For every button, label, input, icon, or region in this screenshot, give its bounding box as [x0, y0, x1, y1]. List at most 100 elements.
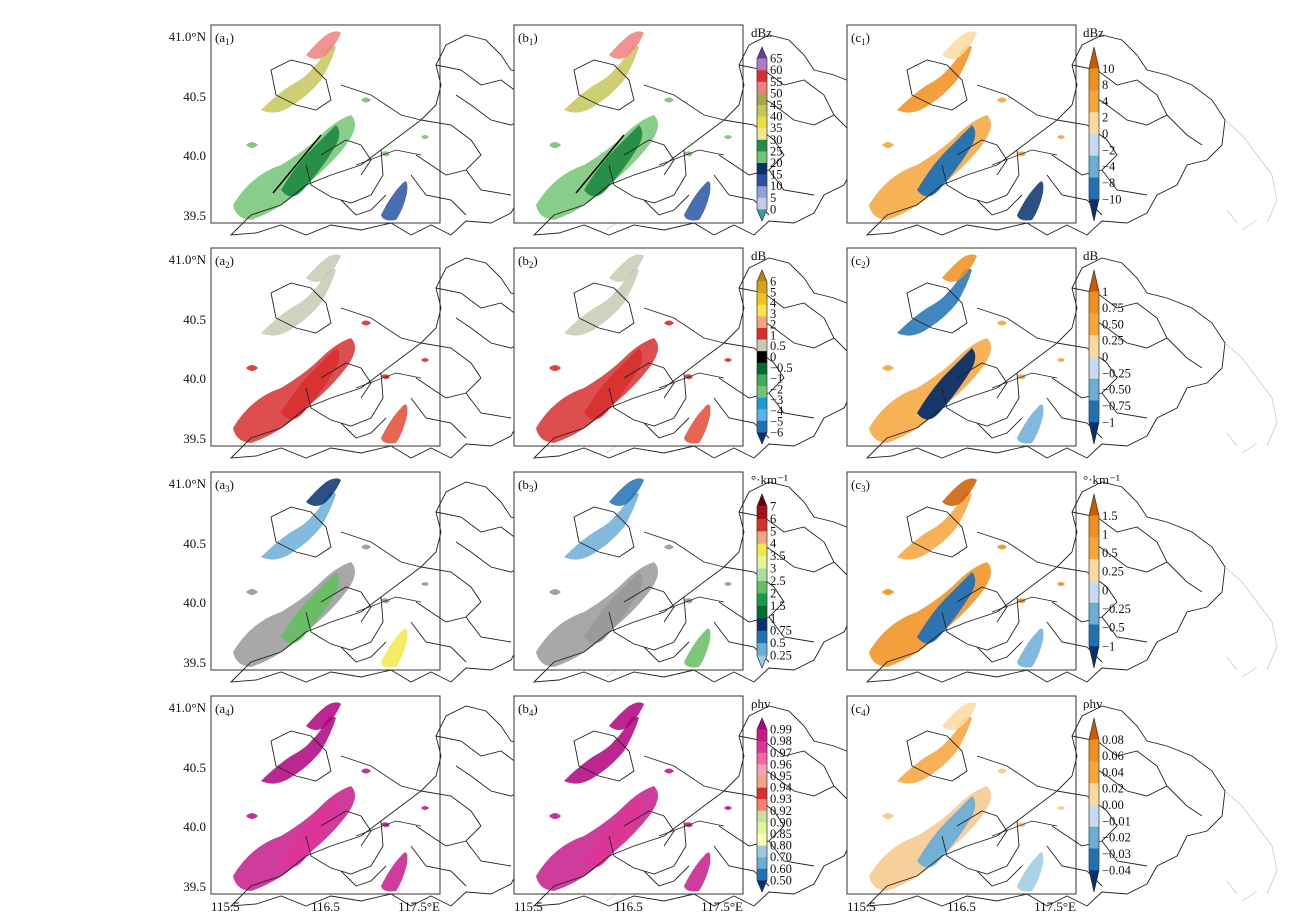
colorbar-tick-label: 6 — [770, 512, 776, 526]
echo-nw — [261, 716, 336, 784]
colorbar-tick-label: 15 — [770, 168, 783, 182]
colorbar-segment — [757, 506, 767, 520]
x-tick-label: 115.5 — [514, 899, 543, 914]
colorbar-end-triangle — [757, 47, 767, 59]
colorbar-tick-label: 3 — [770, 307, 776, 321]
colorbar-segment — [1089, 357, 1099, 380]
echo-se — [381, 628, 408, 668]
panel-label: (a1) — [215, 30, 234, 47]
colorbar-segment — [757, 386, 767, 398]
colorbar-segment — [757, 362, 767, 375]
colorbar-tick-label: 0.5 — [1102, 546, 1118, 560]
colorbar-tick-label: 10 — [770, 179, 783, 193]
x-axis: 115.5 116.5 117.5°E 115.5 116.5 117.5°E 115.5 1… — [211, 899, 1076, 914]
colorbar-segment — [1089, 848, 1099, 871]
echo-nw2 — [609, 478, 644, 506]
echo-se — [684, 852, 711, 892]
colorbar-segment — [757, 197, 767, 210]
colorbar-tick-label: −0.04 — [1102, 863, 1132, 877]
echo-nw2 — [942, 254, 977, 282]
colorbar-tick-label: 0.50 — [1102, 317, 1124, 331]
row-4: (a4) (b4) (c4)41.0°N40.540.039.5ρhv0.990.9… — [169, 695, 1278, 907]
y-tick-label: 40.5 — [183, 760, 206, 775]
panel-c3: (c3) — [846, 471, 1278, 683]
panel-label: (c4) — [851, 701, 870, 718]
colorbar-tick-label: 20 — [770, 156, 783, 170]
colorbar-tick-label: 8 — [1102, 78, 1108, 92]
echo-se — [1017, 181, 1044, 221]
colorbar-tick-label: 0.75 — [770, 624, 792, 638]
colorbar-end-triangle — [1089, 270, 1099, 292]
colorbar-segment — [757, 186, 767, 199]
colorbar-outline — [1088, 46, 1100, 222]
echo-core — [917, 125, 976, 197]
y-tick-label: 41.0°N — [169, 252, 207, 267]
colorbar-tick-label: 10 — [1102, 62, 1115, 76]
y-tick-label: 39.5 — [183, 431, 206, 446]
colorbar-right: °·km⁻¹ 1.5 1 0.5 0.25 0 −0.25 −0.5 −1 — [1083, 472, 1131, 669]
colorbar-tick-label: 5 — [770, 524, 776, 538]
colorbar-tick-label: 0.02 — [1102, 782, 1124, 796]
echo-nw — [564, 716, 639, 784]
colorbar-tick-label: 65 — [770, 52, 783, 66]
colorbar-segment — [757, 409, 767, 422]
colorbar-tick-label: 0.92 — [770, 804, 792, 818]
colorbar-tick-label: 1.5 — [770, 599, 786, 613]
colorbar-outline — [756, 46, 768, 222]
echo-nw2 — [609, 702, 644, 730]
colorbar-segment — [757, 374, 767, 387]
echo-nw — [897, 45, 972, 113]
colorbar-segment — [757, 810, 767, 823]
colorbar-segment — [1089, 177, 1099, 200]
echo-core — [281, 125, 340, 197]
y-tick-label: 41.0°N — [169, 476, 207, 491]
colorbar-segment — [757, 605, 767, 619]
colorbar-segment — [757, 151, 767, 164]
colorbar-tick-label: 0 — [1102, 127, 1108, 141]
colorbar-tick-label: 1 — [770, 328, 776, 342]
colorbar-mid: ρhv0.990.980.970.960.950.940.930.920.900… — [751, 696, 793, 893]
colorbar-tick-label: −2 — [1102, 143, 1115, 157]
echo-core — [281, 572, 340, 644]
field-layer — [533, 31, 945, 236]
colorbar-tick-label: 0.70 — [770, 850, 792, 864]
colorbar-tick-label: −0.25 — [1102, 602, 1131, 616]
colorbar-tick-label: 0.00 — [1102, 798, 1124, 812]
echo-core — [584, 348, 643, 420]
echo-nw2 — [942, 478, 977, 506]
colorbar-tick-label: −8 — [1102, 176, 1115, 190]
colorbar-right: dB 1 0.75 0.50 0.25 0 −0.25 −0.50 −0.75 −1 — [1083, 248, 1131, 445]
colorbar-segment — [757, 593, 767, 607]
field-layer — [533, 478, 945, 683]
colorbar-tick-label: 50 — [770, 86, 783, 100]
colorbar-tick-label: −0.75 — [1102, 399, 1131, 413]
panel-a1: (a1) — [210, 24, 642, 236]
panel-b2: (b2) — [513, 247, 945, 459]
panel-c2: (c2) — [846, 247, 1278, 459]
colorbar-tick-label: 1.5 — [1102, 509, 1118, 523]
colorbar-tick-label: 35 — [770, 121, 783, 135]
colorbar-right: ρhv 0.08 0.06 0.04 0.02 0.00 −0.01 −0.02 −0.03 −0… — [1083, 696, 1132, 893]
echo-nw2 — [306, 31, 341, 59]
x-tick-label: 115.5 — [211, 899, 240, 914]
colorbar-tick-label: 0.25 — [770, 649, 792, 663]
y-tick-label: 40.0 — [183, 819, 206, 834]
colorbar-unit: °·km⁻¹ — [1083, 472, 1120, 487]
colorbar-end-triangle — [1089, 494, 1099, 516]
colorbar-end-triangle — [757, 718, 767, 730]
y-tick-label: 39.5 — [183, 655, 206, 670]
colorbar-unit: dBz — [751, 25, 772, 40]
colorbar-outline — [756, 717, 768, 893]
colorbar-segment — [1089, 134, 1099, 157]
colorbar-tick-label: 5 — [770, 285, 776, 299]
colorbar-segment — [1089, 112, 1099, 135]
echo-nw2 — [306, 478, 341, 506]
row-1: (a1) (b1) (c1)41.0°N40.540.039.5dBz6560555… — [169, 24, 1278, 236]
colorbar-segment — [757, 787, 767, 800]
colorbar-segment — [757, 281, 767, 294]
colorbar-tick-label: 0.95 — [770, 769, 792, 783]
colorbar-tick-label: 55 — [770, 75, 783, 89]
colorbar-segment — [757, 822, 767, 835]
